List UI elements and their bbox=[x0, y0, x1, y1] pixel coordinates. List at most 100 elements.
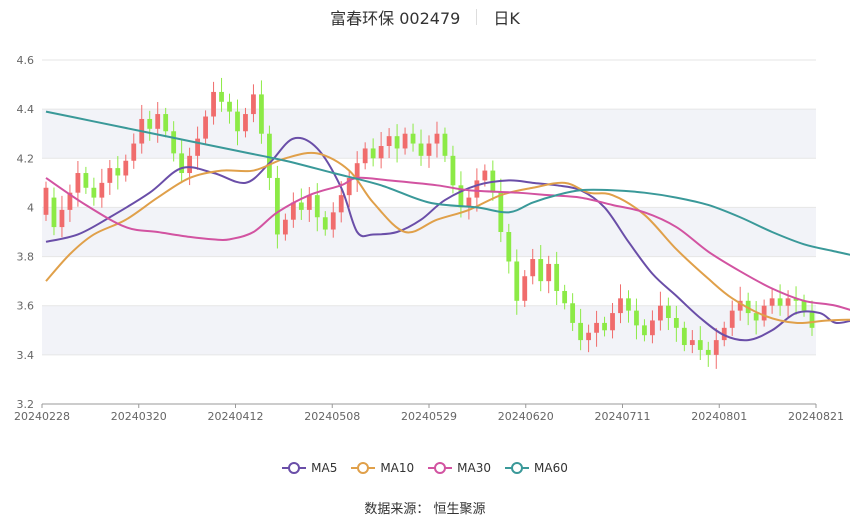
candle-body[interactable] bbox=[570, 303, 576, 323]
candle-body[interactable] bbox=[673, 318, 679, 328]
candle-body[interactable] bbox=[195, 138, 200, 156]
candle-body[interactable] bbox=[689, 340, 695, 346]
candle-body[interactable] bbox=[602, 322, 607, 331]
candle-body[interactable] bbox=[793, 298, 799, 301]
candle-body[interactable] bbox=[227, 101, 232, 112]
candle-body[interactable] bbox=[658, 305, 663, 321]
ma10-line[interactable] bbox=[45, 151, 850, 346]
candle-body[interactable] bbox=[610, 313, 615, 331]
candle-body[interactable] bbox=[426, 143, 432, 156]
candle-body[interactable] bbox=[51, 197, 57, 228]
candle-body[interactable] bbox=[801, 300, 807, 311]
ma30-line[interactable] bbox=[45, 176, 850, 329]
candle-body[interactable] bbox=[458, 185, 464, 208]
candle-body[interactable] bbox=[203, 116, 208, 139]
candle-body[interactable] bbox=[402, 133, 408, 149]
candle-body[interactable] bbox=[642, 325, 647, 336]
legend-item-ma5[interactable]: MA5 bbox=[282, 461, 337, 475]
candle-body[interactable] bbox=[235, 111, 240, 132]
candle-body[interactable] bbox=[171, 131, 177, 154]
candle-body[interactable] bbox=[267, 133, 272, 178]
candle-body[interactable] bbox=[155, 114, 161, 129]
period-label[interactable]: 日K bbox=[493, 9, 520, 28]
legend-item-ma60[interactable]: MA60 bbox=[505, 461, 568, 475]
candle-body[interactable] bbox=[626, 298, 631, 311]
candle-body[interactable] bbox=[665, 305, 671, 318]
candle-body[interactable] bbox=[67, 192, 73, 210]
candle-body[interactable] bbox=[697, 340, 703, 350]
candle-body[interactable] bbox=[713, 340, 719, 355]
candle-body[interactable] bbox=[163, 114, 169, 132]
candle-body[interactable] bbox=[546, 263, 552, 282]
candle-body[interactable] bbox=[809, 310, 815, 328]
candle-body[interactable] bbox=[346, 177, 352, 196]
candle-body[interactable] bbox=[737, 300, 743, 311]
candle-body[interactable] bbox=[322, 217, 328, 230]
candle-body[interactable] bbox=[131, 143, 137, 161]
candle-body[interactable] bbox=[586, 332, 591, 341]
candle-body[interactable] bbox=[769, 298, 775, 306]
candle-body[interactable] bbox=[179, 153, 185, 174]
candle-body[interactable] bbox=[243, 114, 248, 132]
legend-item-ma10[interactable]: MA10 bbox=[351, 461, 414, 475]
candle-body[interactable] bbox=[290, 202, 296, 220]
candle-body[interactable] bbox=[618, 298, 623, 314]
candle-body[interactable] bbox=[777, 298, 783, 306]
candle-body[interactable] bbox=[721, 327, 727, 341]
candle-body[interactable] bbox=[474, 180, 480, 198]
ma60-line[interactable] bbox=[45, 110, 850, 309]
candle-body[interactable] bbox=[761, 305, 767, 321]
candle-body[interactable] bbox=[442, 133, 448, 156]
candle-body[interactable] bbox=[107, 168, 113, 183]
candle-body[interactable] bbox=[466, 197, 472, 208]
candle-body[interactable] bbox=[530, 259, 536, 277]
candle-body[interactable] bbox=[370, 148, 376, 159]
candle-body[interactable] bbox=[482, 170, 488, 181]
candle-body[interactable] bbox=[522, 276, 528, 301]
candle-body[interactable] bbox=[259, 94, 264, 134]
candle-body[interactable] bbox=[99, 182, 105, 198]
candle-body[interactable] bbox=[123, 160, 129, 176]
candle-body[interactable] bbox=[514, 261, 520, 301]
candle-body[interactable] bbox=[187, 155, 193, 174]
candle-body[interactable] bbox=[594, 322, 599, 333]
candle-body[interactable] bbox=[115, 168, 121, 176]
candle-body[interactable] bbox=[211, 91, 216, 117]
candle-body[interactable] bbox=[298, 202, 304, 210]
legend-item-ma30[interactable]: MA30 bbox=[428, 461, 491, 475]
ma5-line[interactable] bbox=[45, 136, 850, 348]
candle-body[interactable] bbox=[562, 290, 568, 304]
candle-body[interactable] bbox=[378, 146, 384, 159]
candle-body[interactable] bbox=[650, 320, 655, 336]
candle-body[interactable] bbox=[634, 310, 639, 326]
candle-body[interactable] bbox=[434, 133, 440, 144]
candle-body[interactable] bbox=[354, 163, 360, 178]
candle-body[interactable] bbox=[418, 143, 424, 156]
candle-body[interactable] bbox=[330, 212, 336, 230]
candle-body[interactable] bbox=[705, 349, 711, 355]
candle-body[interactable] bbox=[147, 118, 153, 129]
candle-body[interactable] bbox=[59, 209, 65, 228]
candle-body[interactable] bbox=[681, 327, 687, 346]
candle-body[interactable] bbox=[274, 177, 280, 235]
candle-body[interactable] bbox=[386, 136, 392, 146]
candle-body[interactable] bbox=[75, 173, 81, 193]
candle-body[interactable] bbox=[362, 148, 368, 164]
candle-body[interactable] bbox=[506, 232, 512, 262]
candle-body[interactable] bbox=[306, 195, 312, 210]
candle-body[interactable] bbox=[314, 195, 320, 218]
candle-body[interactable] bbox=[729, 310, 735, 328]
candle-body[interactable] bbox=[785, 298, 791, 306]
candle-body[interactable] bbox=[450, 155, 456, 186]
candle-body[interactable] bbox=[251, 94, 256, 115]
candle-body[interactable] bbox=[554, 263, 560, 291]
candle-body[interactable] bbox=[410, 133, 416, 144]
candle-body[interactable] bbox=[578, 322, 584, 341]
candle-body[interactable] bbox=[219, 91, 224, 102]
candle-body[interactable] bbox=[338, 195, 344, 213]
candle-body[interactable] bbox=[282, 219, 288, 235]
candle-body[interactable] bbox=[91, 187, 97, 198]
candle-body[interactable] bbox=[83, 173, 89, 188]
candle-body[interactable] bbox=[753, 313, 759, 321]
